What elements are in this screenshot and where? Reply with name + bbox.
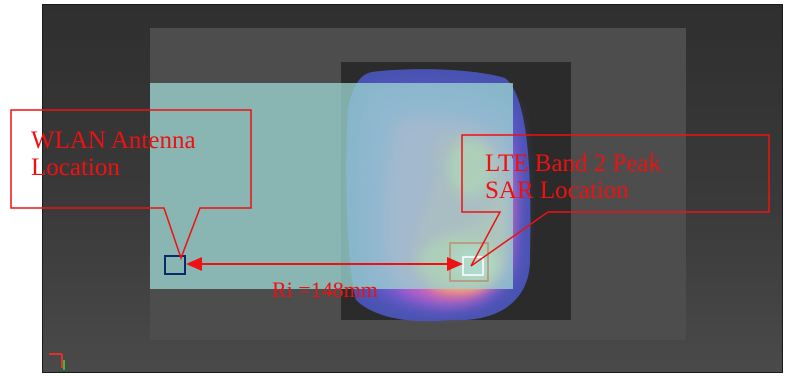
viewport-border xyxy=(42,4,783,373)
axis-triad-icon xyxy=(49,353,65,370)
lte-peak-marker xyxy=(462,256,484,276)
device-overlay xyxy=(150,83,513,289)
wlan-antenna-marker xyxy=(164,255,186,275)
lte-callout: LTE Band 2 Peak SAR Location xyxy=(461,134,770,267)
distance-label: Ri =148mm xyxy=(272,277,378,302)
lte-callout-line2: SAR Location xyxy=(485,177,629,204)
distance-arrow xyxy=(186,257,463,271)
wlan-callout-line1: WLAN Antenna xyxy=(31,127,196,154)
lte-callout-line1: LTE Band 2 Peak xyxy=(485,150,662,177)
wlan-callout-line2: Location xyxy=(31,154,120,181)
wlan-callout: WLAN Antenna Location xyxy=(10,109,252,261)
